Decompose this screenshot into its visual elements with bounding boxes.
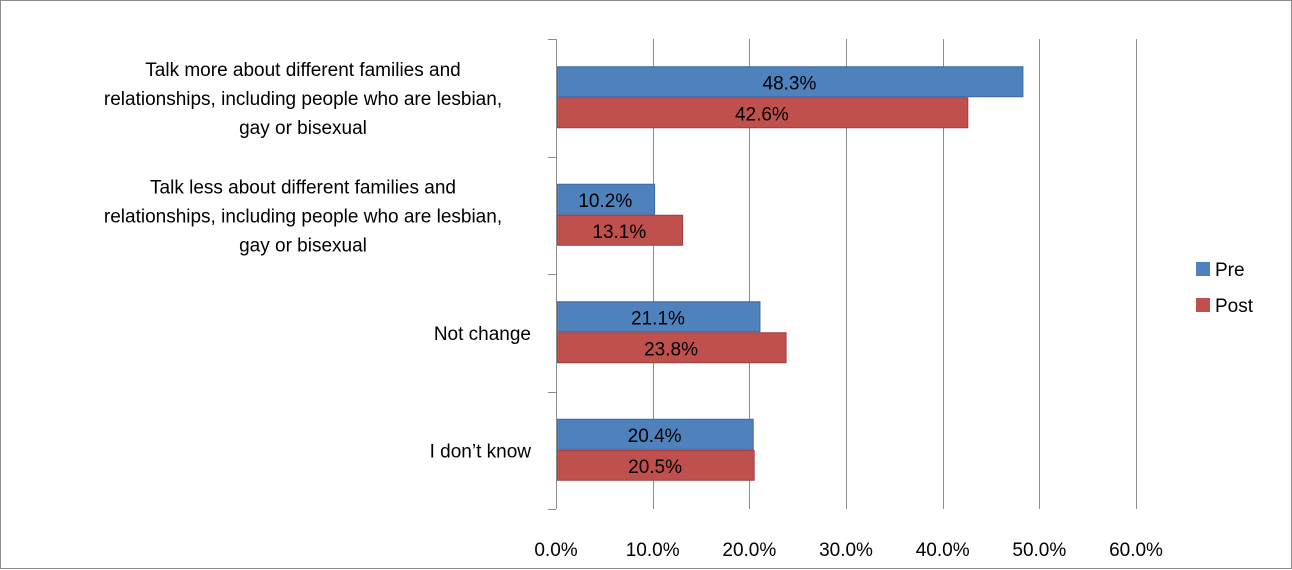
data-label: 21.1%: [631, 308, 685, 329]
x-tick-label: 40.0%: [916, 540, 970, 561]
bar-pre: [556, 418, 754, 450]
bar-pre: [556, 183, 656, 215]
bars: 48.3% 42.6% 10.2% 13.1% 21.1% 23.8% 20.4% 20.5%: [556, 66, 1024, 481]
legend-swatch-pre: [1196, 262, 1210, 276]
category-label-line: Not change: [434, 324, 531, 345]
x-tick-label: 20.0%: [722, 540, 776, 561]
category-labels: Talk more about different families and re…: [104, 60, 531, 463]
data-label: 42.6%: [735, 104, 789, 125]
bar-pre: [556, 301, 761, 333]
category-label-line: relationships, including people who are …: [104, 206, 502, 227]
value-axis-ticks: 0.0% 10.0% 20.0% 30.0% 40.0% 50.0% 60.0%: [534, 540, 1163, 561]
bar-post: [556, 449, 755, 481]
legend-label: Post: [1215, 296, 1254, 317]
x-tick-label: 30.0%: [819, 540, 873, 561]
category-label-line: Talk more about different families and: [145, 60, 460, 81]
category-label-line: relationships, including people who are …: [104, 89, 502, 110]
x-tick-label: 0.0%: [534, 540, 577, 561]
bar-pre: [556, 66, 1024, 98]
x-tick-label: 50.0%: [1012, 540, 1066, 561]
category-label-line: gay or bisexual: [239, 235, 367, 256]
data-label: 48.3%: [763, 73, 817, 94]
data-label: 10.2%: [578, 191, 632, 212]
category-axis: [548, 39, 557, 510]
data-label: 13.1%: [592, 222, 646, 243]
legend-swatch-post: [1196, 298, 1210, 312]
category-label-line: gay or bisexual: [239, 118, 367, 139]
category-label-line: Talk less about different families and: [150, 177, 456, 198]
legend-label: Pre: [1215, 260, 1245, 281]
category-label-line: I don’t know: [430, 441, 532, 462]
bar-post: [556, 332, 787, 364]
legend: Pre Post: [1196, 260, 1254, 317]
x-tick-label: 60.0%: [1109, 540, 1163, 561]
data-label: 20.5%: [628, 457, 682, 478]
x-tick-label: 10.0%: [626, 540, 680, 561]
data-label: 20.4%: [628, 426, 682, 447]
data-label: 23.8%: [644, 339, 698, 360]
bar-post: [556, 214, 684, 246]
